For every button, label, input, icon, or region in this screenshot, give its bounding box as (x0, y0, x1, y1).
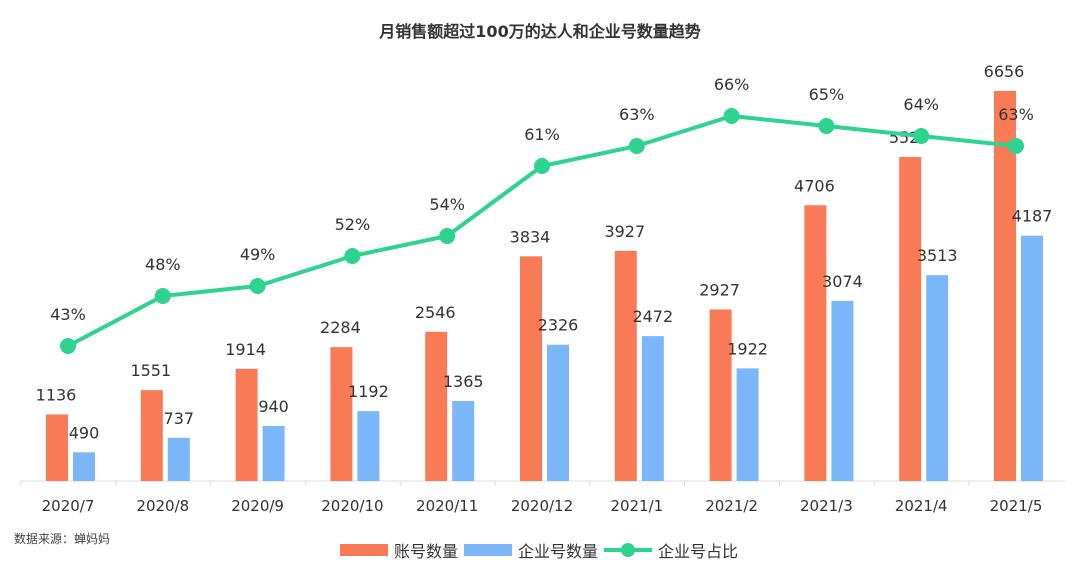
x-tick-label: 2021/2 (705, 497, 758, 515)
legend-swatch-enterprise (464, 544, 513, 556)
data-label-enterprise: 1922 (727, 339, 768, 358)
data-label-accounts: 1136 (36, 385, 77, 404)
bar-enterprise (357, 411, 380, 481)
data-label-accounts: 3927 (604, 222, 645, 241)
legend: 账号数量 企业号数量 企业号占比 (340, 538, 744, 562)
line-point-ratio (628, 138, 645, 154)
bar-enterprise (831, 300, 854, 481)
line-point-ratio (818, 118, 835, 134)
bar-accounts (330, 347, 353, 481)
bar-accounts (709, 309, 732, 481)
line-point-ratio (913, 128, 930, 144)
data-label-enterprise: 1365 (443, 372, 484, 391)
data-label-enterprise: 2326 (538, 316, 579, 335)
data-label-accounts: 2546 (415, 303, 456, 322)
data-label-ratio: 48% (145, 255, 181, 274)
data-label-ratio: 49% (240, 245, 276, 264)
legend-label: 企业号数量 (518, 542, 599, 561)
data-label-ratio: 63% (998, 105, 1034, 124)
data-label-ratio: 43% (50, 305, 86, 324)
data-label-ratio: 66% (714, 75, 750, 94)
bar-enterprise (452, 401, 475, 481)
legend-item-accounts[interactable]: 账号数量 (340, 538, 458, 562)
bar-enterprise (641, 336, 664, 481)
legend-line-marker (604, 543, 653, 557)
data-label-enterprise: 4187 (1012, 207, 1053, 226)
bar-enterprise (262, 425, 285, 481)
data-label-enterprise: 940 (258, 397, 289, 416)
line-point-ratio (249, 278, 266, 294)
legend-swatch-accounts (340, 544, 388, 556)
bar-accounts (425, 331, 448, 481)
data-label-accounts: 2284 (320, 318, 361, 337)
data-label-accounts: 2927 (699, 280, 740, 299)
legend-item-enterprise[interactable]: 企业号数量 (464, 538, 598, 562)
x-tick-label: 2021/5 (990, 497, 1043, 515)
legend-label: 账号数量 (394, 542, 459, 561)
data-label-accounts: 1914 (225, 340, 266, 359)
x-tick-label: 2020/7 (42, 497, 95, 515)
data-label-enterprise: 737 (164, 409, 195, 428)
x-tick-label: 2020/11 (416, 497, 478, 515)
data-label-enterprise: 3074 (822, 272, 863, 291)
data-label-accounts: 1551 (130, 361, 171, 380)
legend-item-ratio[interactable]: 企业号占比 (604, 538, 738, 562)
bar-enterprise (547, 344, 569, 481)
data-label-ratio: 65% (809, 85, 845, 104)
bar-accounts (899, 157, 922, 481)
bar-accounts (614, 250, 637, 481)
x-tick-label: 2021/1 (610, 497, 663, 515)
line-point-ratio (439, 228, 456, 244)
legend-label: 企业号占比 (658, 542, 739, 561)
chart-title: 月销售额超过100万的达人和企业号数量趋势 (379, 22, 701, 41)
line-point-ratio (534, 158, 550, 174)
x-tick-label: 2020/9 (231, 497, 284, 515)
line-point-ratio (723, 108, 740, 124)
data-label-accounts: 3834 (510, 227, 551, 246)
bar-enterprise (736, 368, 759, 481)
bar-accounts (520, 256, 542, 481)
bar-accounts (235, 368, 258, 481)
data-label-ratio: 63% (619, 105, 655, 124)
data-label-accounts: 4706 (794, 176, 835, 195)
x-tick-label: 2020/8 (136, 497, 189, 515)
data-label-ratio: 61% (524, 125, 560, 144)
data-source: 数据来源：蝉妈妈 (14, 532, 111, 546)
bar-enterprise (1021, 235, 1043, 481)
data-label-enterprise: 3513 (917, 246, 958, 265)
data-label-ratio: 52% (335, 215, 371, 234)
x-tick-label: 2021/4 (895, 497, 948, 515)
bar-accounts (994, 91, 1016, 481)
line-point-ratio (344, 248, 361, 264)
data-label-enterprise: 490 (69, 423, 100, 442)
data-label-ratio: 64% (903, 95, 939, 114)
data-label-enterprise: 2472 (632, 307, 673, 326)
bar-enterprise (73, 452, 95, 481)
bar-accounts (140, 390, 163, 481)
bar-enterprise (167, 437, 190, 481)
x-tick-label: 2020/12 (511, 497, 573, 515)
bar-accounts (804, 205, 827, 481)
line-point-ratio (60, 338, 76, 354)
line-point-ratio (154, 288, 171, 304)
x-tick-label: 2021/3 (800, 497, 853, 515)
bar-enterprise (926, 275, 949, 481)
bar-accounts (46, 414, 68, 481)
data-label-accounts: 6656 (984, 62, 1025, 81)
line-point-ratio (1008, 138, 1024, 154)
data-label-ratio: 54% (429, 195, 465, 214)
data-label-enterprise: 1192 (348, 382, 389, 401)
x-tick-label: 2020/10 (321, 497, 383, 515)
